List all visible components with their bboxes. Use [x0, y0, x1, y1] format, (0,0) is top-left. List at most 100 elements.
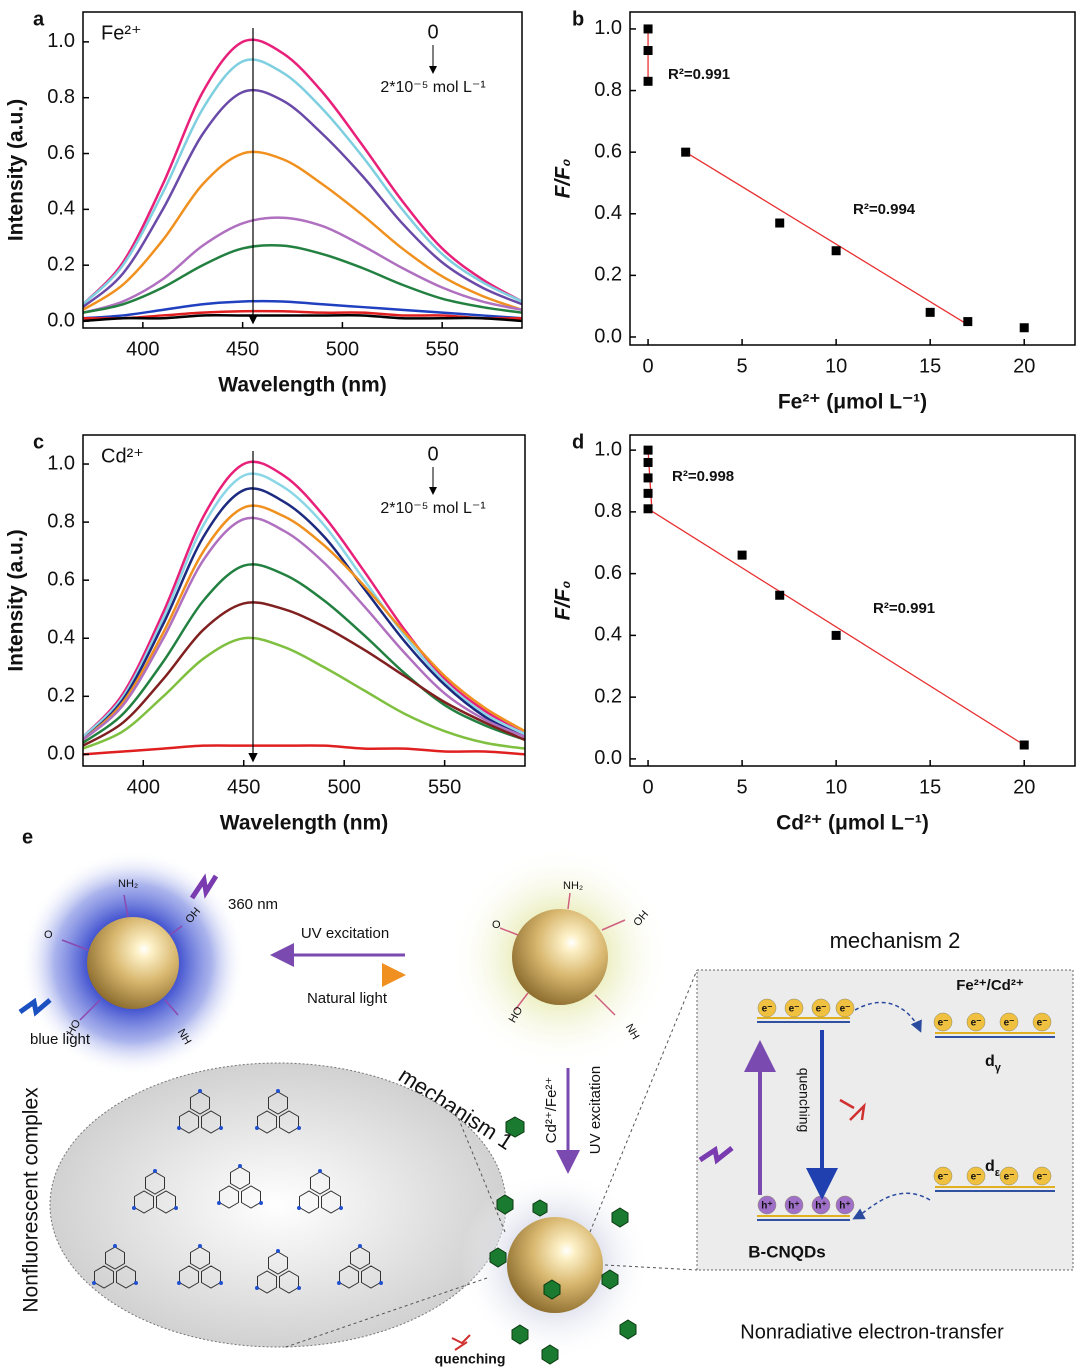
plot-frame: [629, 434, 1076, 767]
x-tick-label: 0: [642, 355, 653, 377]
carrier-label: h⁺: [761, 1201, 772, 1212]
surface-groups: [499, 892, 626, 1016]
quantum-dot: [512, 909, 608, 1005]
ring: [201, 1110, 221, 1134]
carrier-label: e⁻: [938, 1018, 949, 1029]
fit-line: [685, 151, 969, 326]
y-tick-label: 0.8: [47, 510, 75, 532]
carrier: [757, 1195, 777, 1215]
ring: [299, 1190, 319, 1214]
x-axis-label: Fe²⁺ (μmol L⁻¹): [778, 391, 927, 414]
x-tick-label: 450: [226, 338, 259, 360]
mechanism-label: mechanism 2: [830, 928, 961, 953]
atom: [132, 1206, 136, 1210]
level-sub: γ: [995, 1062, 1002, 1074]
x-tick-label: 400: [126, 338, 159, 360]
data-point: [643, 473, 653, 483]
carrier-label: e⁻: [971, 1018, 982, 1029]
carrier: [835, 1195, 855, 1215]
material-label: B-CNQDs: [748, 1242, 825, 1261]
carrier-label: e⁻: [762, 1004, 773, 1015]
carrier: [966, 1166, 986, 1186]
carrier: [999, 1166, 1019, 1186]
annotation: Cd²⁺: [101, 445, 144, 467]
ring: [190, 1246, 210, 1270]
ion-icons: [489, 1194, 637, 1365]
ring: [201, 1265, 221, 1289]
y-tick-label: 0.4: [47, 198, 75, 220]
plot-area: [643, 445, 1029, 750]
carrier: [1032, 1012, 1052, 1032]
carriers: e⁻ e⁻ e⁻ e⁻ e⁻ e⁻ e⁻ e⁻ e⁻ e⁻ e⁻ e⁻ h⁺ h⁺ h⁺ h⁺: [757, 998, 1052, 1215]
atom: [217, 1201, 221, 1205]
data-point: [775, 590, 785, 600]
data-point: [737, 550, 747, 560]
annotation: 2*10⁻⁵ mol L⁻¹: [380, 500, 485, 517]
carrier-label: e⁻: [938, 1172, 949, 1183]
ring: [321, 1190, 341, 1214]
spectrum-line: [83, 299, 522, 320]
atom: [198, 1244, 202, 1248]
spectrum-line: [83, 487, 525, 741]
carrier-label: e⁻: [1004, 1172, 1015, 1183]
y-tick-label: 0.6: [47, 568, 75, 590]
group-label: O: [492, 919, 501, 931]
carrier-label: h⁺: [788, 1201, 799, 1212]
plot-frame: [82, 11, 523, 329]
carrier: [1032, 1166, 1052, 1186]
group-label: O: [44, 929, 53, 941]
carrier-label: h⁺: [815, 1201, 826, 1212]
y-tick-label: 0.2: [47, 253, 75, 275]
y-tick-label: 0.2: [594, 264, 622, 286]
panel-label: d: [572, 431, 584, 453]
x-tick-label: 15: [919, 776, 941, 798]
spectrum-line: [83, 744, 525, 756]
transfer-arrow: [852, 1192, 931, 1220]
spectrum-line: [83, 150, 522, 312]
annotation: 0: [427, 443, 438, 465]
y-tick-label: 0.6: [594, 562, 622, 584]
ring: [230, 1166, 250, 1190]
data-point: [643, 76, 653, 86]
atom: [198, 1089, 202, 1093]
data-point: [1019, 740, 1029, 750]
ring: [339, 1265, 359, 1289]
ring: [156, 1190, 176, 1214]
transfer-label: Nonradiative electron-transfer: [740, 1321, 1004, 1343]
atom: [358, 1244, 362, 1248]
atom: [276, 1249, 280, 1253]
data-point: [925, 307, 935, 317]
panel-label: e: [22, 826, 33, 848]
ring: [257, 1270, 277, 1294]
spectrum-line: [83, 88, 522, 309]
y-tick-label: 0.4: [594, 624, 622, 646]
ring: [105, 1246, 125, 1270]
plot-area: [83, 38, 522, 323]
ring: [179, 1265, 199, 1289]
ring: [268, 1091, 288, 1115]
plot-area: [643, 24, 1029, 333]
carrier: [933, 1166, 953, 1186]
atom: [337, 1281, 341, 1285]
x-tick-label: 400: [127, 776, 160, 798]
ions-label: Fe²⁺/Cd²⁺: [956, 977, 1024, 994]
data-point: [831, 246, 841, 256]
level-label: dε: [985, 1158, 1001, 1179]
atom: [219, 1126, 223, 1130]
carrier: [999, 1012, 1019, 1032]
atom: [259, 1201, 263, 1205]
x-tick-label: 5: [737, 355, 748, 377]
mechanism-diagram: e NH₂ OH HO NH O 360 nm blue light UV ex…: [18, 826, 1074, 1367]
atom: [177, 1126, 181, 1130]
scissors: [839, 1098, 866, 1121]
ring: [279, 1270, 299, 1294]
plot-frame: [629, 11, 1076, 346]
x-tick-label: 450: [227, 776, 260, 798]
spectrum-line: [83, 460, 525, 738]
ring: [94, 1265, 114, 1289]
spectrum-line: [83, 563, 525, 744]
scissors: [451, 1334, 471, 1351]
x-tick-label: 20: [1013, 776, 1035, 798]
data-point: [643, 445, 653, 455]
